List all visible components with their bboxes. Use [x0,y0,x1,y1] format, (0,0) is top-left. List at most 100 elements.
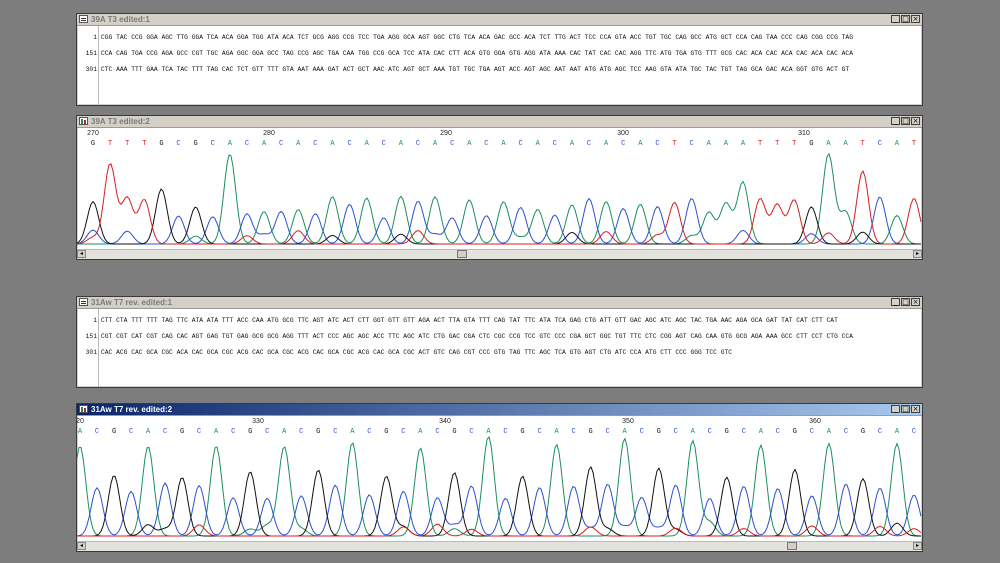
base-call-label: C [587,140,591,148]
base-call-label: T [775,140,779,148]
chromatogram-window-1[interactable]: 39A T3 edited:2 _ □ × 270 280 290 300 310 G T T… [76,115,923,260]
base-call-label: A [330,140,335,148]
minimize-button[interactable]: _ [891,15,900,23]
maximize-button[interactable]: □ [901,405,910,413]
maximize-button[interactable]: □ [901,298,910,306]
base-call-label: A [691,428,696,436]
base-call-label: C [401,428,405,436]
row-sequence: CTT CTA TTT TTT TAG TTC ATA ATA TTT ACC … [101,317,838,324]
chromatogram-trace[interactable]: 270 280 290 300 310 G T T T G C G C A C A C A C A C A C A C A C A C A… [77,128,922,248]
horizontal-scrollbar[interactable]: ◂ ▸ [77,541,922,551]
scroll-thumb[interactable] [457,250,467,258]
horizontal-scrollbar[interactable]: ◂ ▸ [77,249,922,259]
base-call-label: G [589,428,593,436]
base-call-label: G [248,428,252,436]
scroll-left-button[interactable]: ◂ [77,542,86,550]
close-button[interactable]: × [911,405,920,413]
titlebar-4[interactable]: 31Aw T7 rev. edited:2 _ □ × [77,404,922,416]
base-call-label: C [435,428,439,436]
close-button[interactable]: × [911,15,920,23]
base-call-label: C [606,428,610,436]
row-sequence: CAC ACG CAC GCA CGC ACA CAC GCA CGC ACG … [101,349,733,356]
position-tick-label: 300 [617,130,629,137]
row-number: 301 [85,66,97,73]
base-call-label: C [674,428,678,436]
base-call-label: C [416,140,420,148]
base-call-label: C [655,140,659,148]
base-call-label: A [604,140,609,148]
titlebar-3[interactable]: 31Aw T7 rev. edited:1 _ □ × [77,297,922,309]
chromatogram-icon [79,117,88,125]
base-call-label: A [895,140,900,148]
base-call-label: C [621,140,625,148]
minimize-button[interactable]: _ [891,405,900,413]
titlebar-1[interactable]: 39A T3 edited:1 _ □ × [77,14,922,26]
base-call-label: C [382,140,386,148]
minimize-button[interactable]: _ [891,298,900,306]
base-call-label: A [759,428,764,436]
window-title-1: 39A T3 edited:1 [91,15,150,24]
position-tick-label: 280 [263,130,275,137]
scroll-right-button[interactable]: ▸ [913,542,922,550]
base-call-label: C [844,428,848,436]
base-call-label: C [211,140,215,148]
close-button[interactable]: × [911,117,920,125]
row-number: 151 [85,50,97,57]
base-call-label: T [912,140,916,148]
close-button[interactable]: × [911,298,920,306]
base-call-label: C [484,140,488,148]
position-tick-label: 290 [440,130,452,137]
base-call-label: C [367,428,371,436]
base-call-label: C [571,428,575,436]
sequence-text-area[interactable]: 1 CTT CTA TTT TTT TAG TTC ATA ATA TTT AC… [77,309,922,387]
base-call-label: C [95,428,99,436]
base-call-label: G [809,140,813,148]
maximize-button[interactable]: □ [901,15,910,23]
minimize-button[interactable]: _ [891,117,900,125]
base-call-label: C [299,428,303,436]
base-call-label: T [792,140,796,148]
base-call-label: G [316,428,320,436]
trace-channel-T [77,523,922,537]
base-call-label: G [725,428,729,436]
base-call-label: A [486,428,491,436]
base-call-label: G [861,428,865,436]
sequence-window-2[interactable]: 31Aw T7 rev. edited:1 _ □ × 1 CTT CTA TT… [76,296,923,388]
titlebar-2[interactable]: 39A T3 edited:2 _ □ × [77,116,922,128]
window-title-4: 31Aw T7 rev. edited:2 [91,405,173,414]
scroll-left-button[interactable]: ◂ [77,250,86,258]
base-call-label: C [503,428,507,436]
base-call-label: A [467,140,472,148]
base-call-label: G [194,140,198,148]
base-call-label: C [197,428,201,436]
position-tick-label: 330 [252,418,264,425]
sequence-window-1[interactable]: 39A T3 edited:1 _ □ × 1 CGG TAC CCG GGA … [76,13,923,106]
base-call-label: A [570,140,575,148]
position-tick-label: 350 [622,418,634,425]
base-call-label: G [384,428,388,436]
base-call-label: A [623,428,628,436]
base-call-label: A [895,428,900,436]
maximize-button[interactable]: □ [901,117,910,125]
position-tick-label: 20 [77,418,84,425]
row-sequence: CCA CAG TGA CCG AGA GCC CGT TGC AGA GGC … [101,50,853,57]
base-call-label: A [433,140,438,148]
base-call-label: A [296,140,301,148]
base-call-label: C [690,140,694,148]
row-number: 301 [85,349,97,356]
chromatogram-trace[interactable]: 20 330 340 350 360 A C G C A C G C A C G C A C G C A C G C A C G C A C… [77,416,922,540]
scroll-right-button[interactable]: ▸ [913,250,922,258]
scroll-thumb[interactable] [787,542,797,550]
trace-channel-A [77,435,922,537]
base-call-label: G [112,428,116,436]
row-sequence: CTC AAA TTT GAA TCA TAC TTT TAG CAC TCT … [101,66,850,73]
chromatogram-window-2[interactable]: 31Aw T7 rev. edited:2 _ □ × 20 330 340 350 3… [76,403,923,552]
base-call-label: C [333,428,337,436]
base-call-label: G [520,428,524,436]
sequence-text-area[interactable]: 1 CGG TAC CCG GGA AGC TTG GGA TCA ACA GG… [77,26,922,105]
base-call-label: A [536,140,541,148]
row-number: 151 [85,333,97,340]
base-call-label: C [163,428,167,436]
base-call-label: C [912,428,916,436]
base-call-label: C [279,140,283,148]
